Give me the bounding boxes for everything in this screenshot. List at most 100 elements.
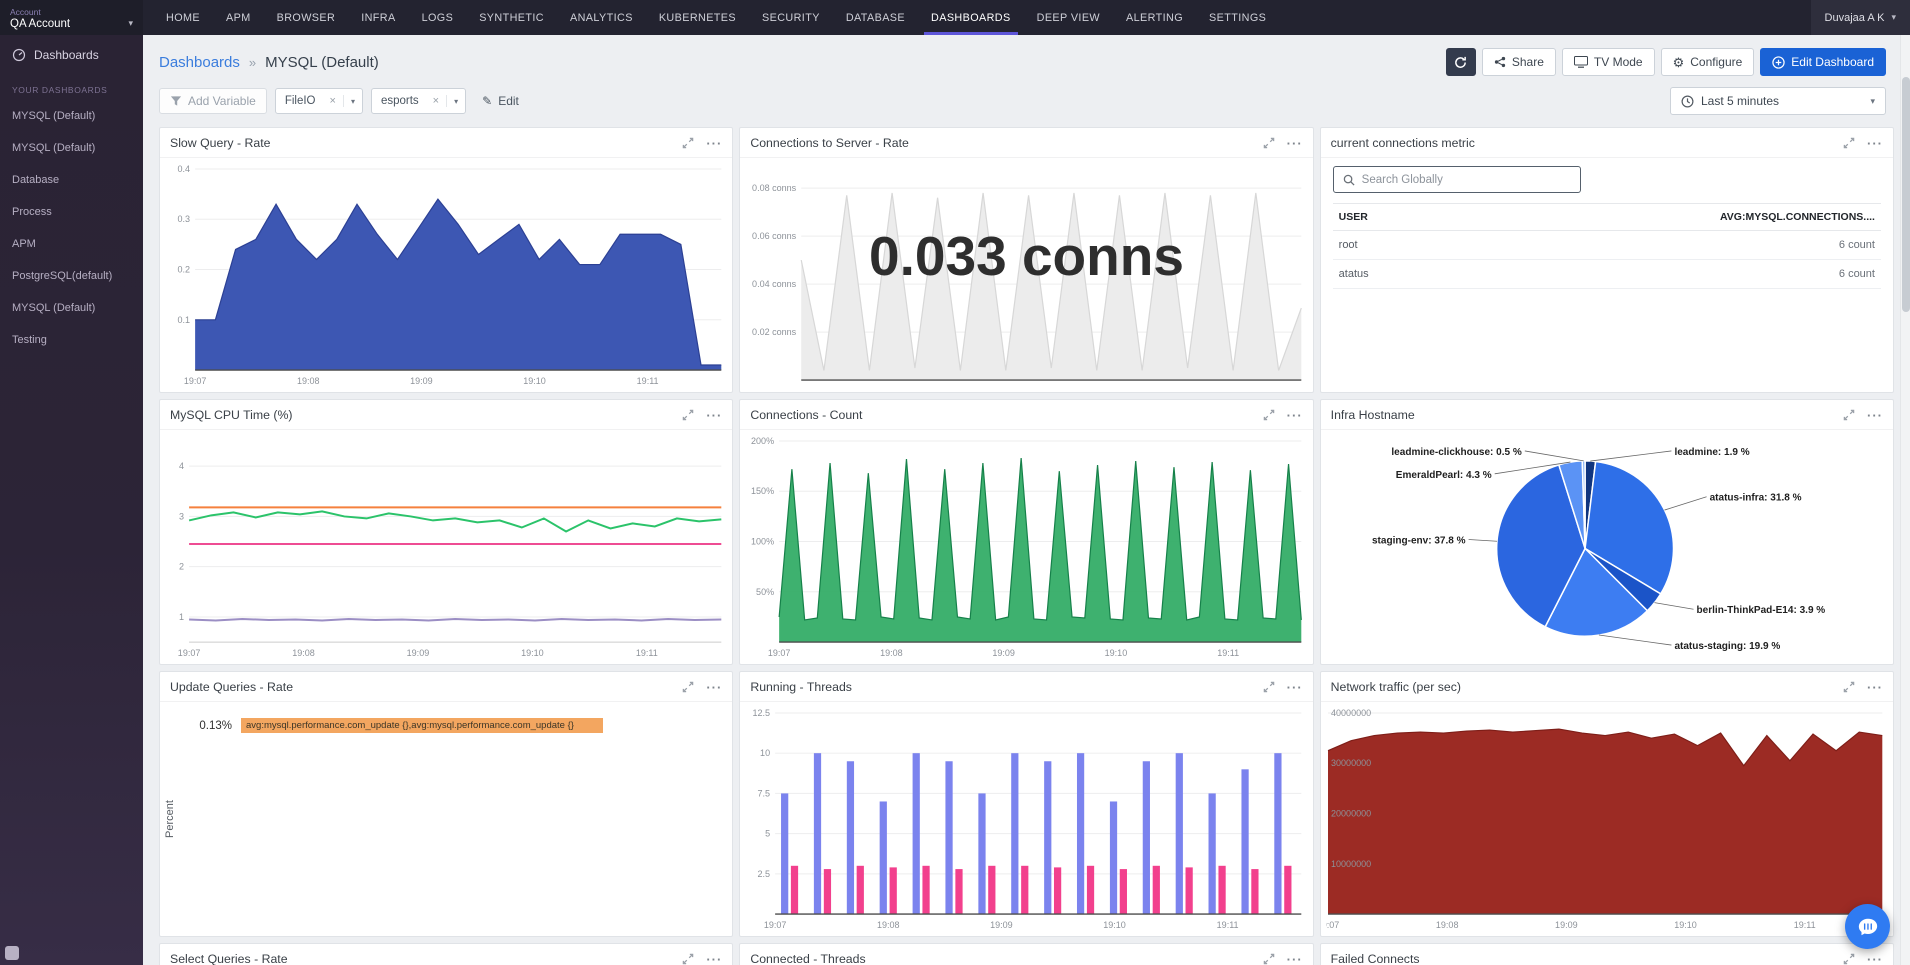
bar (847, 761, 854, 914)
account-name: QA Account (10, 18, 70, 30)
expand-icon[interactable] (682, 137, 694, 149)
panel-slow-query: Slow Query - Rate···0.10.20.30.419:0719:… (159, 127, 733, 393)
conn-server-chart[interactable]: 0.02 conns0.04 conns0.06 conns0.08 conns (745, 161, 1307, 390)
expand-icon[interactable] (1843, 137, 1855, 149)
panel-menu-icon[interactable]: ··· (1287, 137, 1303, 150)
sidebar-item-0[interactable]: MYSQL (Default) (0, 100, 143, 132)
share-button[interactable]: Share (1482, 48, 1556, 76)
topnav-item-security[interactable]: SECURITY (749, 0, 833, 35)
bar (880, 801, 887, 914)
user-name: Duvajaa A K (1825, 12, 1885, 24)
sidebar-dashboards-link[interactable]: Dashboards (0, 35, 143, 75)
topnav-item-deep-view[interactable]: DEEP VIEW (1024, 0, 1113, 35)
bar (791, 866, 798, 914)
panel-menu-icon[interactable]: ··· (1867, 953, 1883, 965)
infra-hostname-chart[interactable]: leadmine: 1.9 %atatus-infra: 31.8 %berli… (1326, 433, 1888, 662)
panel-menu-icon[interactable]: ··· (1287, 409, 1303, 422)
panel-menu-icon[interactable]: ··· (706, 681, 722, 694)
refresh-button[interactable] (1446, 48, 1476, 76)
topnav-item-synthetic[interactable]: SYNTHETIC (466, 0, 557, 35)
scrollbar-thumb[interactable] (1902, 77, 1910, 312)
sidebar-item-5[interactable]: PostgreSQL(default) (0, 260, 143, 292)
panel-menu-icon[interactable]: ··· (1867, 409, 1883, 422)
close-icon[interactable]: × (426, 95, 447, 107)
expand-icon[interactable] (1263, 137, 1275, 149)
edit-label: Edit (498, 94, 519, 108)
bar (1120, 869, 1127, 914)
expand-icon[interactable] (1843, 409, 1855, 421)
panel-menu-icon[interactable]: ··· (1287, 681, 1303, 694)
column-header[interactable]: USER (1333, 204, 1443, 231)
cpu-time-chart[interactable]: 123419:0719:0819:0919:1019:11 (165, 433, 727, 662)
pie-leader-line (1654, 603, 1693, 610)
network-traffic-chart[interactable]: 1000000020000000300000004000000019:0719:… (1326, 705, 1888, 934)
tv-icon (1574, 56, 1588, 68)
edit-button[interactable]: ✎ Edit (482, 94, 519, 108)
share-label: Share (1512, 55, 1544, 69)
scrollbar[interactable] (1900, 35, 1910, 965)
y-tick-label: 200% (751, 436, 774, 446)
time-range-selector[interactable]: Last 5 minutes ▾ (1670, 87, 1886, 115)
panel-header: MySQL CPU Time (%)··· (160, 400, 732, 430)
user-menu[interactable]: Duvajaa A K ▾ (1811, 0, 1910, 35)
sidebar-item-3[interactable]: Process (0, 196, 143, 228)
topnav-item-home[interactable]: HOME (153, 0, 213, 35)
sidebar-item-2[interactable]: Database (0, 164, 143, 196)
area-fill (802, 193, 1302, 380)
search-input[interactable] (1362, 174, 1571, 186)
panel-menu-icon[interactable]: ··· (1287, 953, 1303, 965)
topnav-item-apm[interactable]: APM (213, 0, 264, 35)
expand-icon[interactable] (1843, 953, 1855, 965)
dashboard-gauge-icon (12, 48, 26, 62)
panel-menu-icon[interactable]: ··· (706, 953, 722, 965)
tv-mode-button[interactable]: TV Mode (1562, 48, 1655, 76)
sidebar-item-6[interactable]: MYSQL (Default) (0, 292, 143, 324)
conn-count-chart[interactable]: 50%100%150%200%19:0719:0819:0919:1019:11 (745, 433, 1307, 662)
table-row[interactable]: atatus6 count (1333, 260, 1881, 289)
panel-menu-icon[interactable]: ··· (1867, 681, 1883, 694)
expand-icon[interactable] (682, 681, 694, 693)
topnav-item-logs[interactable]: LOGS (409, 0, 467, 35)
expand-icon[interactable] (1263, 681, 1275, 693)
chevron-down-icon[interactable]: ▾ (344, 97, 362, 106)
topnav-item-dashboards[interactable]: DASHBOARDS (918, 0, 1024, 35)
close-icon[interactable]: × (323, 95, 344, 107)
panel-menu-icon[interactable]: ··· (706, 137, 722, 150)
topnav-item-infra[interactable]: INFRA (348, 0, 408, 35)
topnav-item-kubernetes[interactable]: KUBERNETES (646, 0, 749, 35)
topnav-item-database[interactable]: DATABASE (833, 0, 918, 35)
expand-icon[interactable] (682, 409, 694, 421)
add-variable-button[interactable]: Add Variable (159, 88, 267, 114)
chevron-down-icon[interactable]: ▾ (447, 97, 465, 106)
chat-launcher[interactable] (1845, 904, 1890, 949)
update-queries-bar[interactable]: avg:mysql.performance.com_update {},avg:… (241, 718, 603, 733)
expand-icon[interactable] (1843, 681, 1855, 693)
expand-icon[interactable] (1263, 409, 1275, 421)
y-tick-label: 20000000 (1331, 809, 1371, 819)
table-row[interactable]: root6 count (1333, 231, 1881, 260)
column-header[interactable]: AVG:MYSQL.CONNECTIONS.... (1443, 204, 1881, 231)
topnav-item-analytics[interactable]: ANALYTICS (557, 0, 646, 35)
configure-button[interactable]: ⚙ Configure (1661, 48, 1755, 76)
running-threads-chart[interactable]: 2.557.51012.519:0719:0819:0919:1019:11 (745, 705, 1307, 934)
panel-menu-icon[interactable]: ··· (706, 409, 722, 422)
expand-icon[interactable] (1263, 953, 1275, 965)
bar-series-label: avg:mysql.performance.com_update {},avg:… (246, 720, 574, 731)
account-selector[interactable]: Account QA Account ▾ (0, 0, 143, 35)
slow-query-chart[interactable]: 0.10.20.30.419:0719:0819:0919:1019:11 (165, 161, 727, 390)
topnav-item-settings[interactable]: SETTINGS (1196, 0, 1279, 35)
expand-icon[interactable] (682, 953, 694, 965)
variable-chip-fileio[interactable]: FileIO×▾ (275, 88, 363, 114)
variable-chip-esports[interactable]: esports×▾ (371, 88, 466, 114)
x-tick-label: 19:09 (990, 920, 1013, 930)
panel-menu-icon[interactable]: ··· (1867, 137, 1883, 150)
sidebar-item-7[interactable]: Testing (0, 324, 143, 356)
edit-dashboard-button[interactable]: Edit Dashboard (1760, 48, 1886, 76)
breadcrumb-dashboards-link[interactable]: Dashboards (159, 54, 240, 71)
topnav-item-browser[interactable]: BROWSER (264, 0, 349, 35)
global-search[interactable] (1333, 166, 1581, 193)
sidebar-item-1[interactable]: MYSQL (Default) (0, 132, 143, 164)
topnav-item-alerting[interactable]: ALERTING (1113, 0, 1196, 35)
sidebar-item-4[interactable]: APM (0, 228, 143, 260)
sidebar-bottom-button[interactable] (5, 946, 19, 960)
